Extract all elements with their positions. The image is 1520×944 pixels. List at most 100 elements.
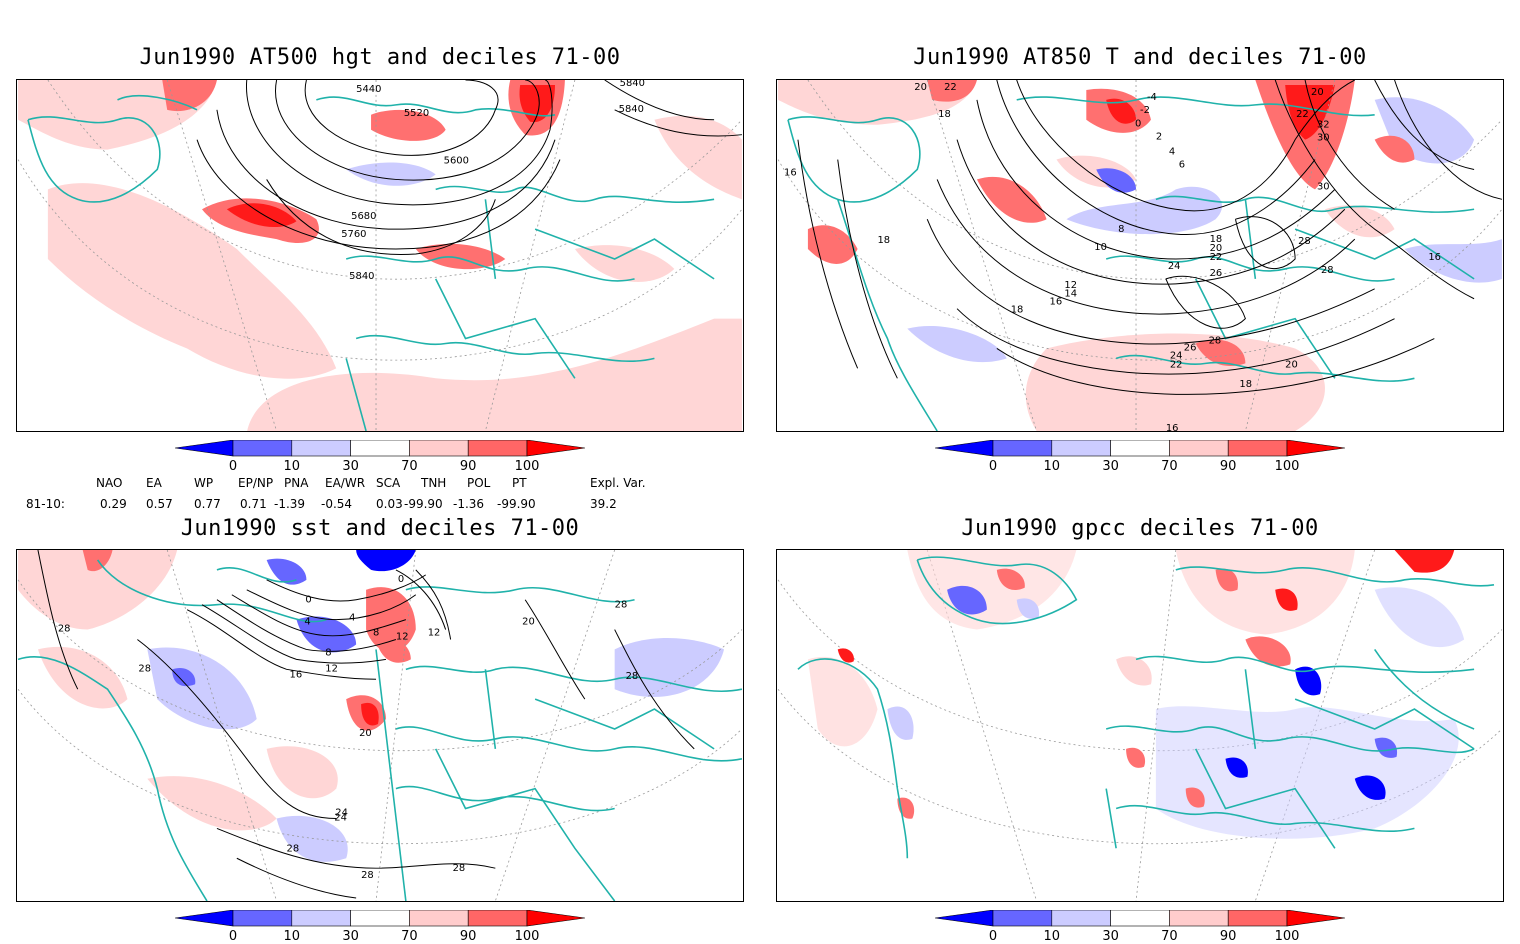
contour-label: -4 <box>1147 92 1157 103</box>
colorbar-tick-label: 0 <box>988 929 998 944</box>
index-header: EA <box>146 476 162 490</box>
colorbar-segment <box>992 910 1053 927</box>
contour-label: 28 <box>361 870 374 881</box>
contour-label: 28 <box>626 671 639 682</box>
contour-label: 5600 <box>444 156 469 167</box>
colorbar-segment <box>291 440 351 457</box>
colorbar-segment <box>1051 910 1111 927</box>
panel-title-gpcc: Jun1990 gpcc deciles 71-00 <box>961 516 1319 541</box>
contour-label: 20 <box>1210 243 1223 254</box>
colorbar-segment <box>232 440 293 457</box>
contour-labels: 20 22 18 16 18 -4 -2 0 2 4 6 8 10 12 14 … <box>784 82 1441 431</box>
panel-title-t850: Jun1990 AT850 T and deciles 71-00 <box>913 45 1367 70</box>
colorbar-tick-label: 10 <box>1043 459 1061 474</box>
contour-label: 5440 <box>356 84 381 95</box>
colorbar-segment <box>467 440 528 457</box>
index-header: EP/NP <box>238 476 274 490</box>
index-value: -0.54 <box>321 497 353 511</box>
index-value: -1.39 <box>274 497 306 511</box>
colorbar-tick-label: 90 <box>1219 929 1237 944</box>
contour-label: 5680 <box>351 211 376 222</box>
contour-label: 5840 <box>620 80 645 89</box>
contour-label: 2 <box>1156 132 1162 143</box>
colorbar-high-triangle <box>526 910 585 927</box>
contour-label: 10 <box>1094 242 1107 253</box>
index-header: TNH <box>421 476 447 490</box>
colorbar-svg <box>175 440 585 457</box>
contour-label: 4 <box>304 617 310 628</box>
sst-contours <box>37 550 695 899</box>
colorbar-tick-label: 90 <box>459 459 477 474</box>
contour-label: 26 <box>1184 342 1197 353</box>
map-panel-sst: 28 28 24 20 16 12 8 4 0 0 4 8 12 12 28 2… <box>16 549 744 902</box>
index-value: 0.77 <box>194 497 221 511</box>
grid-lines <box>17 80 743 431</box>
index-header: SCA <box>376 476 401 490</box>
colorbar-segment <box>1169 440 1229 457</box>
contour-label: 8 <box>325 647 331 658</box>
contour-label: 28 <box>287 843 300 854</box>
colorbar-segment <box>1227 440 1288 457</box>
colorbar-svg <box>935 910 1345 927</box>
contour-label: 28 <box>1321 265 1334 276</box>
contour-label: 14 <box>1064 289 1077 300</box>
colorbar-tick-label: 0 <box>228 929 238 944</box>
map-hgt-svg: 5440 5520 5600 5680 5760 5840 5840 5840 <box>17 80 743 431</box>
colorbar-segment <box>1169 910 1229 927</box>
colorbar-low-triangle <box>175 440 234 457</box>
index-header: EA/WR <box>325 476 366 490</box>
colorbar-tick-label: 100 <box>1274 459 1300 474</box>
contour-label: 8 <box>1118 224 1124 235</box>
colorbar-segment <box>350 910 410 927</box>
colorbar-tick-label: 10 <box>283 459 301 474</box>
contour-label: 30 <box>1317 133 1330 144</box>
contour-label: 28 <box>1298 236 1311 247</box>
contour-label: 16 <box>1166 423 1179 431</box>
contour-label: 20 <box>1285 359 1298 370</box>
index-row-label: 81-10: <box>26 497 65 511</box>
contour-label: 20 <box>359 728 372 739</box>
index-value: 0.03 <box>376 497 403 511</box>
panel-title-sst: Jun1990 sst and deciles 71-00 <box>180 516 580 541</box>
colorbar-segment <box>467 910 528 927</box>
colorbar-low-triangle <box>935 440 994 457</box>
contour-label: 0 <box>398 574 404 585</box>
contour-label: 30 <box>1317 181 1330 192</box>
colorbar-t850: 0 10 30 70 90 100 <box>935 440 1345 474</box>
contour-label: 18 <box>938 109 951 120</box>
contour-label: 12 <box>1064 280 1077 291</box>
index-value: -99.90 <box>404 497 443 511</box>
index-value: 0.57 <box>146 497 173 511</box>
colorbar-segment <box>1110 440 1170 457</box>
colorbar-segment <box>291 910 351 927</box>
colorbar-tick-label: 30 <box>1102 929 1119 944</box>
map-t850-svg: 20 22 18 16 18 -4 -2 0 2 4 6 8 10 12 14 … <box>777 80 1503 431</box>
colorbar-svg <box>175 910 585 927</box>
colorbar-low-triangle <box>175 910 234 927</box>
coastlines <box>17 559 743 901</box>
colorbar-tick-label: 100 <box>1274 929 1300 944</box>
colorbar-high-triangle <box>526 440 585 457</box>
contour-label: 24 <box>335 807 348 818</box>
contour-label: 20 <box>914 82 927 93</box>
contour-label: 6 <box>1179 160 1185 171</box>
contour-label: 5840 <box>619 104 644 115</box>
contour-label: 18 <box>877 235 890 246</box>
height-contours <box>196 80 742 256</box>
contour-label: 28 <box>615 600 628 611</box>
contour-label: 22 <box>944 82 957 93</box>
index-value: 39.2 <box>590 497 617 511</box>
map-panel-hgt: 5440 5520 5600 5680 5760 5840 5840 5840 <box>16 79 744 432</box>
colorbar-segment <box>409 910 469 927</box>
index-header: NAO <box>96 476 123 490</box>
index-header: POL <box>467 476 491 490</box>
contour-label: 4 <box>349 613 355 624</box>
contour-label: 16 <box>1050 297 1063 308</box>
contour-label: 24 <box>1168 261 1181 272</box>
panel-title-hgt: Jun1990 AT500 hgt and deciles 71-00 <box>139 45 621 70</box>
contour-label: 20 <box>1311 87 1324 98</box>
contour-label: 18 <box>1210 234 1223 245</box>
map-panel-gpcc <box>776 549 1504 902</box>
colorbar-segment <box>232 910 293 927</box>
contour-label: 12 <box>325 663 338 674</box>
